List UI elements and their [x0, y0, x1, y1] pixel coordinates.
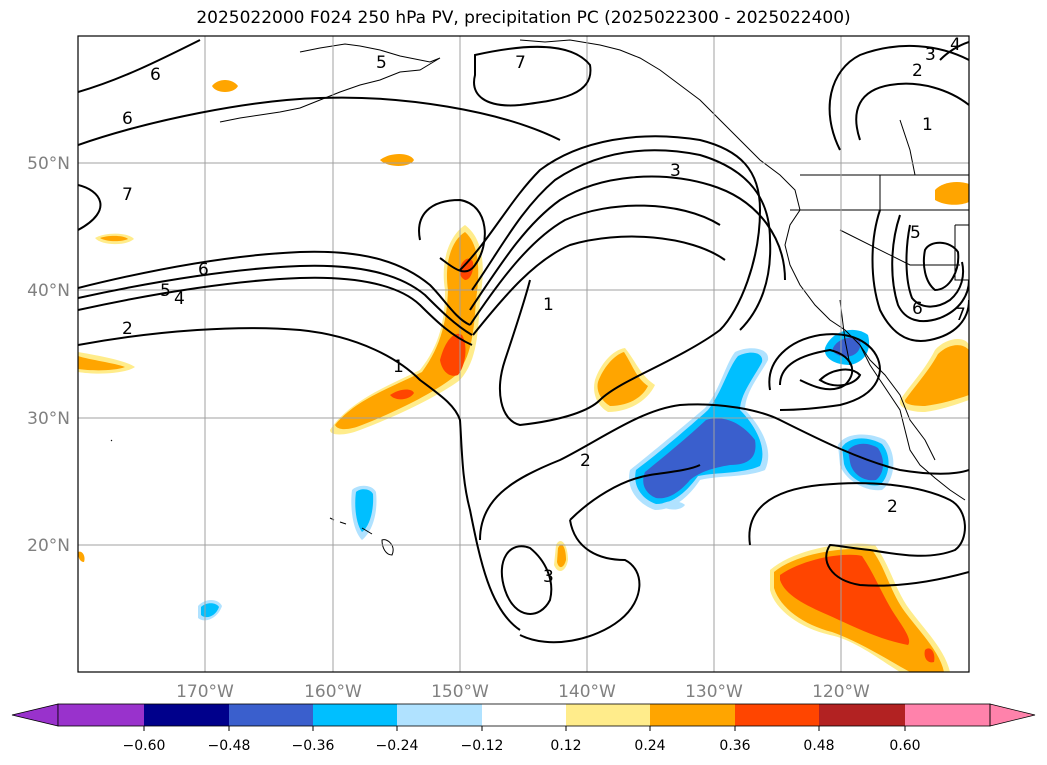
colorbar-swatch — [735, 704, 819, 726]
lon-label: 120°W — [812, 682, 870, 702]
colorbar-tick-label: 0.36 — [719, 738, 750, 754]
colorbar-tick-label: −0.36 — [292, 738, 335, 754]
lat-label: 20°N — [27, 536, 70, 556]
colorbar-tick-label: 0.48 — [803, 738, 834, 754]
colorbar-tick-label: −0.60 — [123, 738, 166, 754]
lon-labels: 170°W 160°W 150°W 140°W 130°W 120°W — [176, 682, 870, 702]
contour-label: 7 — [122, 185, 133, 205]
lat-labels: 50°N 40°N 30°N 20°N — [27, 154, 70, 556]
contour-label: 6 — [198, 260, 209, 280]
contour-label: 6 — [150, 65, 161, 85]
contour-labels: 6 6 7 5 7 6 5 4 2 1 3 1 2 3 2 1 3 4 5 7 … — [122, 35, 966, 587]
colorbar-extend-high — [989, 703, 1036, 727]
contour-label: 5 — [160, 281, 171, 301]
colorbar-extend-low — [11, 703, 59, 727]
map-frame — [77, 35, 970, 673]
contour-label: 2 — [580, 451, 591, 471]
lon-label: 150°W — [431, 682, 489, 702]
colorbar: −0.60 −0.48 −0.36 −0.24 −0.12 0.12 0.24 … — [11, 703, 1036, 754]
map-title: 2025022000 F024 250 hPa PV, precipitatio… — [196, 8, 851, 28]
contour-label: 4 — [950, 35, 961, 55]
colorbar-tick-label: −0.48 — [208, 738, 251, 754]
colorbar-swatch — [397, 704, 482, 726]
lon-label: 140°W — [558, 682, 616, 702]
colorbar-tick-label: 0.12 — [550, 738, 581, 754]
contour-label: 1 — [543, 295, 554, 315]
lat-label: 40°N — [27, 281, 70, 301]
colorbar-swatch — [905, 704, 990, 726]
colorbar-tick-label: −0.12 — [461, 738, 504, 754]
pv-contours — [78, 39, 969, 644]
lon-label: 130°W — [685, 682, 743, 702]
contour-label: 5 — [376, 53, 387, 73]
contour-label: 2 — [887, 497, 898, 517]
colorbar-swatch — [482, 704, 566, 726]
lon-label: 160°W — [304, 682, 362, 702]
contour-label: 7 — [955, 305, 966, 325]
colorbar-tick-label: −0.24 — [376, 738, 419, 754]
precip-positive-small-north — [212, 80, 238, 92]
colorbar-swatch — [566, 704, 650, 726]
contour-label: 2 — [912, 61, 923, 81]
colorbar-swatch — [650, 704, 735, 726]
contour-label: 1 — [393, 357, 404, 377]
precip-shading — [78, 80, 969, 672]
colorbar-swatch — [819, 704, 905, 726]
coastlines — [110, 39, 969, 556]
colorbar-swatch — [144, 704, 229, 726]
colorbar-swatch — [229, 704, 313, 726]
contour-label: 6 — [912, 299, 923, 319]
map-panel: 6 6 7 5 7 6 5 4 2 1 3 1 2 3 2 1 3 4 5 7 … — [78, 35, 969, 672]
colorbar-tick-label: 0.60 — [889, 738, 920, 754]
lon-label: 170°W — [176, 682, 234, 702]
lat-label: 30°N — [27, 409, 70, 429]
contour-label: 1 — [922, 115, 933, 135]
contour-label: 3 — [925, 45, 936, 65]
contour-label: 2 — [122, 319, 133, 339]
contour-label: 5 — [910, 223, 921, 243]
contour-label: 6 — [122, 109, 133, 129]
contour-label: 7 — [515, 53, 526, 73]
colorbar-swatch — [58, 704, 144, 726]
colorbar-swatch — [313, 704, 397, 726]
contour-label: 4 — [174, 289, 185, 309]
contour-label: 3 — [670, 161, 681, 181]
contour-label: 3 — [543, 567, 554, 587]
colorbar-tick-label: 0.24 — [634, 738, 665, 754]
lat-label: 50°N — [27, 154, 70, 174]
